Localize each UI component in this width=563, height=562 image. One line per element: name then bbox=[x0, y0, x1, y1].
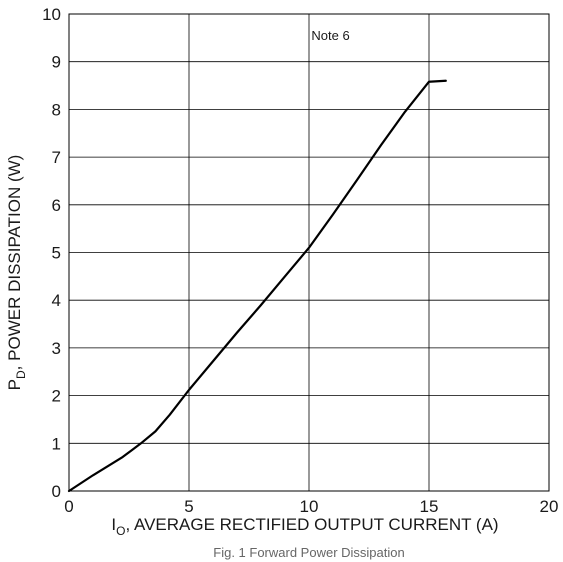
figure-caption: Fig. 1 Forward Power Dissipation bbox=[213, 545, 404, 560]
x-tick-label: 10 bbox=[300, 497, 319, 516]
x-tick-label: 15 bbox=[420, 497, 439, 516]
y-tick-label: 6 bbox=[52, 196, 61, 215]
x-tick-label: 5 bbox=[184, 497, 193, 516]
x-tick-label: 0 bbox=[64, 497, 73, 516]
y-axis-label-sub: D bbox=[14, 370, 28, 379]
y-axis-label-rest: , POWER DISSIPATION (W) bbox=[5, 155, 24, 371]
x-axis-label-rest: , AVERAGE RECTIFIED OUTPUT CURRENT (A) bbox=[125, 515, 498, 534]
x-axis-label-sub: O bbox=[116, 524, 125, 538]
y-tick-label: 7 bbox=[52, 148, 61, 167]
y-tick-label: 5 bbox=[52, 244, 61, 263]
note-annotation: Note 6 bbox=[311, 28, 349, 43]
grid bbox=[68, 13, 550, 492]
series-line bbox=[67, 79, 447, 493]
y-tick-label: 1 bbox=[52, 434, 61, 453]
plot-frame bbox=[68, 13, 550, 492]
y-tick-label: 8 bbox=[52, 100, 61, 119]
x-axis-label-main: I bbox=[111, 515, 116, 534]
y-tick-label: 3 bbox=[52, 339, 61, 358]
y-axis-label: PD, POWER DISSIPATION (W) bbox=[5, 155, 28, 391]
x-tick-labels: 0 5 10 15 20 bbox=[64, 497, 558, 516]
x-tick-label: 20 bbox=[540, 497, 559, 516]
x-axis-label: IO, AVERAGE RECTIFIED OUTPUT CURRENT (A) bbox=[111, 515, 498, 538]
y-axis-label-main: P bbox=[5, 379, 24, 390]
y-tick-label: 10 bbox=[42, 5, 61, 24]
y-tick-label: 9 bbox=[52, 53, 61, 72]
y-tick-labels: 0 1 2 3 4 5 6 7 8 9 10 bbox=[42, 5, 61, 501]
y-tick-label: 0 bbox=[52, 482, 61, 501]
y-tick-label: 2 bbox=[52, 387, 61, 406]
y-tick-label: 4 bbox=[52, 291, 61, 310]
